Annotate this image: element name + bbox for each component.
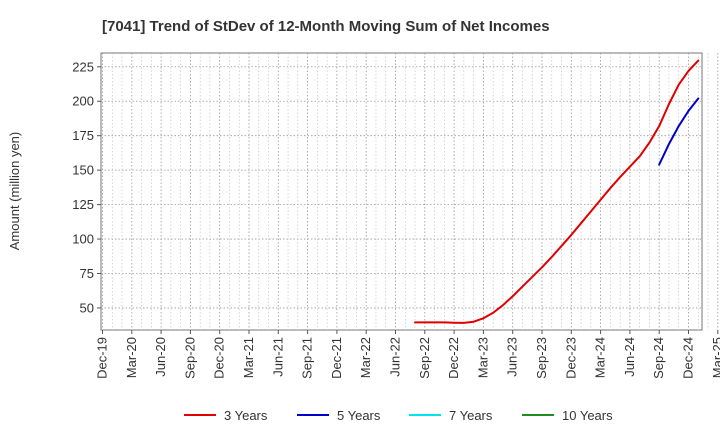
x-tick-label: Dec-23 bbox=[563, 337, 578, 379]
x-tick-label: Sep-20 bbox=[182, 337, 197, 379]
chart-title: [7041] Trend of StDev of 12-Month Moving… bbox=[102, 18, 550, 35]
x-tick-label: Sep-21 bbox=[300, 337, 315, 379]
y-axis-label: Amount (million yen) bbox=[7, 132, 22, 251]
x-tick-label: Mar-22 bbox=[358, 337, 373, 378]
y-tick-label: 125 bbox=[72, 197, 94, 212]
legend-label-3-years: 3 Years bbox=[224, 408, 268, 423]
series-line-3-years bbox=[414, 59, 700, 324]
x-tick-label: Mar-24 bbox=[593, 337, 608, 378]
legend-label-10-years: 10 Years bbox=[562, 408, 613, 423]
x-tick-label: Mar-25 bbox=[710, 337, 720, 378]
x-tick-label: Dec-20 bbox=[212, 337, 227, 379]
y-axis-ticks: 50 75 100 125 150 175 200 225 bbox=[72, 59, 101, 315]
x-tick-label: Dec-24 bbox=[681, 337, 696, 379]
plot-area bbox=[100, 52, 703, 331]
x-tick-label: Jun-21 bbox=[270, 337, 285, 377]
x-tick-label: Sep-24 bbox=[651, 337, 666, 379]
x-tick-label: Mar-21 bbox=[241, 337, 256, 378]
x-tick-label: Jun-22 bbox=[388, 337, 403, 377]
legend-label-7-years: 7 Years bbox=[449, 408, 493, 423]
x-tick-label: Jun-20 bbox=[153, 337, 168, 377]
x-tick-label: Mar-23 bbox=[475, 337, 490, 378]
x-tick-label: Dec-19 bbox=[95, 337, 110, 379]
x-tick-label: Mar-20 bbox=[124, 337, 139, 378]
y-tick-label: 200 bbox=[72, 94, 94, 109]
x-tick-label: Dec-22 bbox=[446, 337, 461, 379]
y-tick-label: 100 bbox=[72, 232, 94, 247]
series-lines bbox=[414, 59, 700, 324]
y-tick-label: 175 bbox=[72, 128, 94, 143]
x-tick-label: Jun-23 bbox=[505, 337, 520, 377]
y-tick-label: 150 bbox=[72, 163, 94, 178]
x-tick-label: Jun-24 bbox=[622, 337, 637, 377]
x-tick-label: Sep-23 bbox=[534, 337, 549, 379]
grid bbox=[101, 53, 719, 330]
series-line-5-years bbox=[658, 97, 700, 166]
y-tick-label: 50 bbox=[80, 300, 94, 315]
x-tick-label: Dec-21 bbox=[329, 337, 344, 379]
legend-label-5-years: 5 Years bbox=[337, 408, 381, 423]
y-tick-label: 225 bbox=[72, 59, 94, 74]
x-axis-ticks: Dec-19 Mar-20 Jun-20 Sep-20 Dec-20 Mar-21 Jun-… bbox=[95, 330, 720, 379]
y-tick-label: 75 bbox=[80, 266, 94, 281]
x-tick-label: Sep-22 bbox=[417, 337, 432, 379]
legend: 3 Years 5 Years 7 Years 10 Years bbox=[184, 408, 613, 423]
